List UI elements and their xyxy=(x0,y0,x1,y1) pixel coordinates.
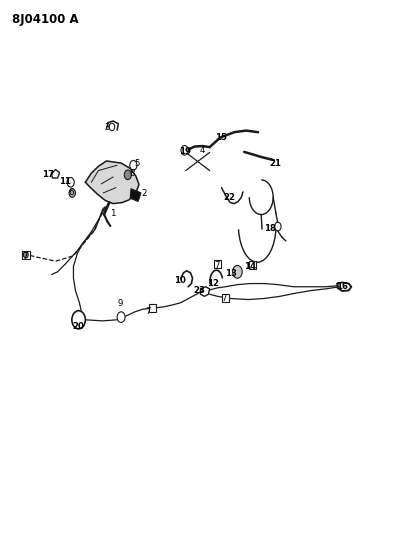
Text: 7: 7 xyxy=(214,261,220,270)
Text: 1: 1 xyxy=(110,209,115,217)
Bar xyxy=(249,261,256,269)
Text: 20: 20 xyxy=(73,322,85,330)
Text: 13: 13 xyxy=(225,269,237,278)
Text: 18: 18 xyxy=(264,224,276,232)
Polygon shape xyxy=(85,161,139,204)
Text: 15: 15 xyxy=(215,133,227,142)
Text: 21: 21 xyxy=(269,159,281,168)
Text: 5: 5 xyxy=(134,159,140,167)
Text: 7: 7 xyxy=(145,308,150,316)
Text: 16: 16 xyxy=(336,282,348,291)
Text: 22: 22 xyxy=(223,193,235,201)
Text: 23: 23 xyxy=(194,286,206,295)
Text: 2: 2 xyxy=(141,189,147,198)
Circle shape xyxy=(117,312,125,322)
Bar xyxy=(222,294,229,302)
Text: 10: 10 xyxy=(174,277,186,285)
Circle shape xyxy=(23,252,28,258)
Circle shape xyxy=(124,170,131,180)
Text: 14: 14 xyxy=(244,262,256,271)
Text: 19: 19 xyxy=(179,148,191,156)
Text: 12: 12 xyxy=(207,279,219,288)
Text: 7: 7 xyxy=(222,294,227,303)
Text: 3: 3 xyxy=(104,124,110,132)
Circle shape xyxy=(130,160,137,170)
Text: 7: 7 xyxy=(22,252,28,261)
Bar xyxy=(22,251,30,259)
Text: 6: 6 xyxy=(68,189,73,197)
Text: 4: 4 xyxy=(200,146,205,155)
Circle shape xyxy=(69,189,75,197)
Circle shape xyxy=(233,265,242,278)
Text: 8J04100 A: 8J04100 A xyxy=(12,13,79,26)
Circle shape xyxy=(181,146,188,155)
Circle shape xyxy=(67,177,74,187)
Polygon shape xyxy=(130,189,141,201)
Circle shape xyxy=(275,222,281,231)
Bar xyxy=(214,260,221,268)
Circle shape xyxy=(109,123,115,131)
Circle shape xyxy=(72,311,85,329)
Text: 17: 17 xyxy=(42,171,54,179)
Text: 9: 9 xyxy=(118,300,123,308)
Text: 8: 8 xyxy=(129,169,135,177)
Bar xyxy=(149,304,156,312)
Text: 11: 11 xyxy=(59,177,71,186)
